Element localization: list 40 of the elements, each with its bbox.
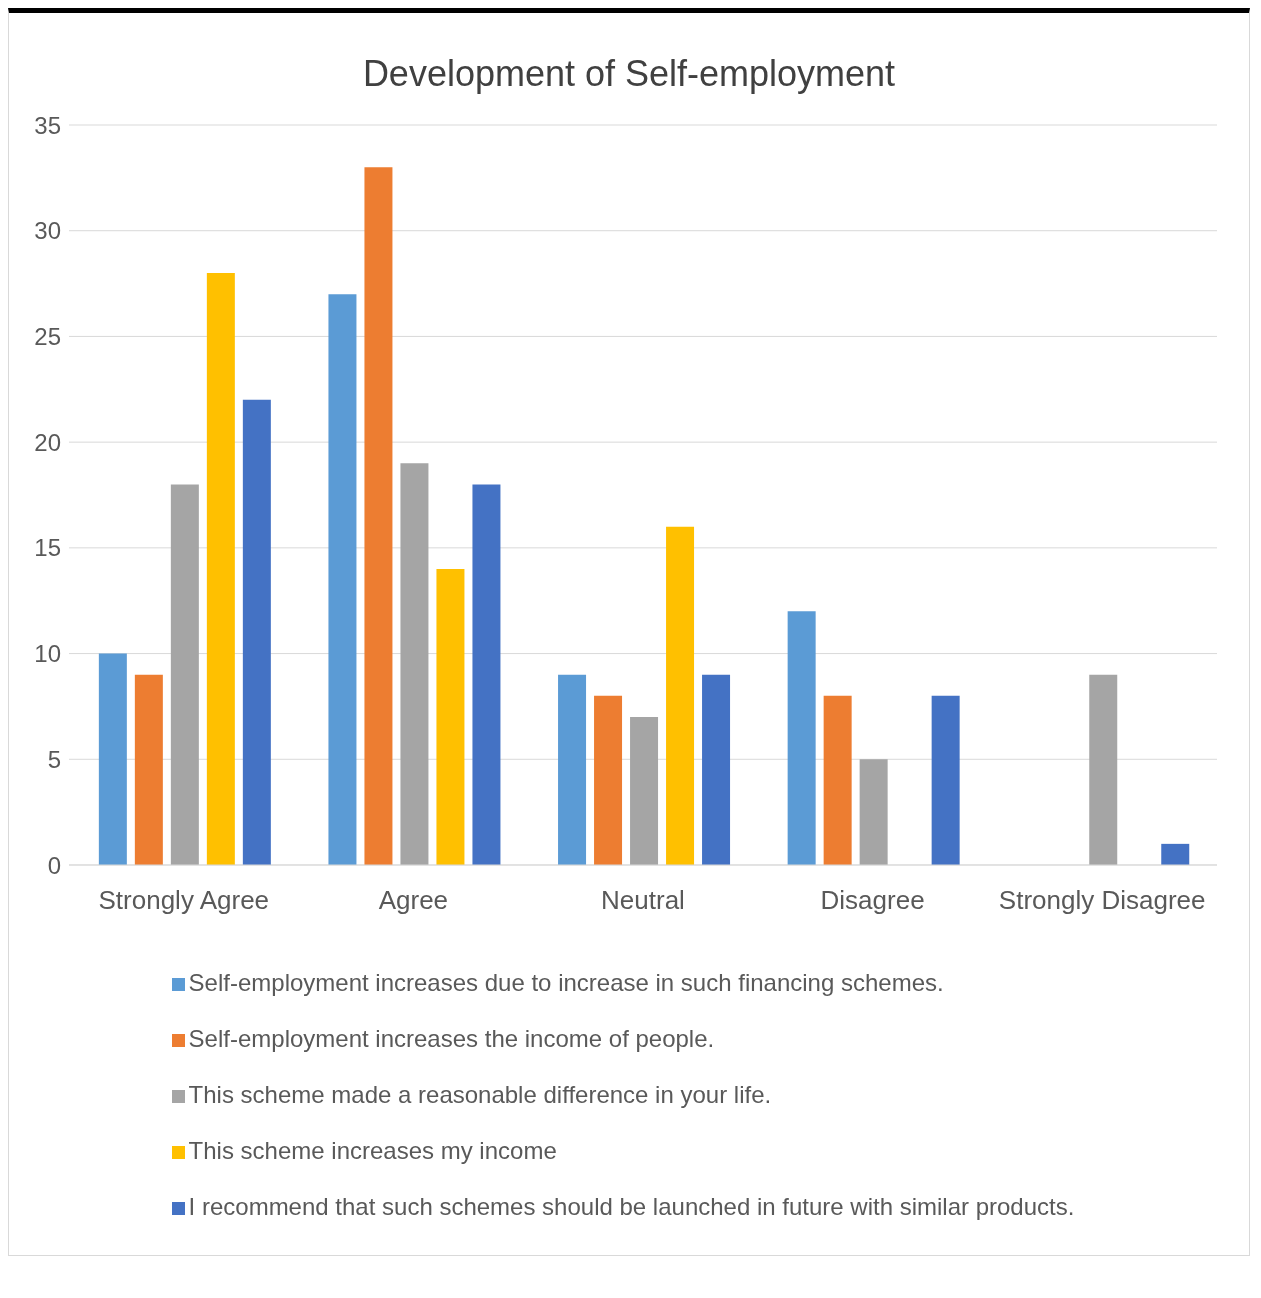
y-tick-label: 0 (47, 851, 61, 879)
bar (170, 484, 199, 865)
bar (364, 167, 393, 865)
bar (787, 611, 816, 865)
bar (98, 653, 127, 865)
legend-label: Self-employment increases the income of people. (188, 1025, 715, 1052)
bar (666, 526, 695, 865)
bar (558, 674, 587, 865)
bar (702, 674, 731, 865)
y-tick-label: 30 (34, 217, 61, 245)
y-tick-label: 5 (47, 745, 61, 773)
bar (630, 717, 659, 865)
bar (134, 674, 163, 865)
bar (328, 294, 357, 865)
bar (242, 399, 271, 865)
bar (400, 463, 429, 865)
bar (472, 484, 501, 865)
bar (859, 759, 888, 865)
chart-title: Development of Self-employment (361, 52, 897, 96)
legend-label: I recommend that such schemes should be launched in future with similar products. (188, 1193, 1075, 1220)
bar (931, 695, 960, 865)
bar (594, 695, 623, 865)
y-tick-label: 20 (34, 428, 61, 456)
bar (823, 695, 852, 865)
legend-label: Self-employment increases due to increase in such financing schemes. (188, 969, 944, 996)
legend-label: This scheme made a reasonable difference in your life. (188, 1081, 772, 1108)
x-tick-label: Agree (378, 885, 449, 916)
bar (206, 273, 235, 865)
x-tick-label: Disagree (820, 885, 925, 916)
x-tick-label: Strongly Disagree (998, 885, 1206, 916)
y-tick-label: 15 (34, 534, 61, 562)
y-tick-label: 35 (34, 111, 61, 139)
bar (436, 569, 465, 865)
x-tick-label: Neutral (601, 885, 685, 916)
legend-label: This scheme increases my income (188, 1137, 557, 1164)
bar (1161, 843, 1190, 865)
y-tick-label: 25 (34, 322, 61, 350)
y-tick-label: 10 (34, 640, 61, 668)
bar (1089, 674, 1118, 865)
x-tick-label: Strongly Agree (98, 885, 270, 916)
